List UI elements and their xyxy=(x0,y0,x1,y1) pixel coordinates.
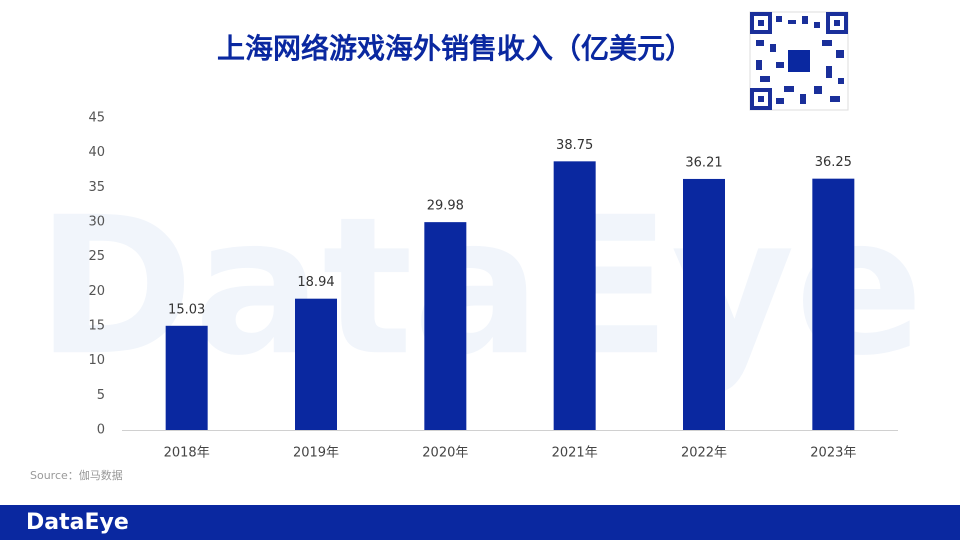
bar xyxy=(553,161,596,431)
value-label: 38.75 xyxy=(556,138,593,153)
x-tick-label: 2018年 xyxy=(164,446,210,461)
x-tick-label: 2019年 xyxy=(293,446,339,461)
y-tick-label: 40 xyxy=(88,145,105,160)
value-label: 15.03 xyxy=(168,302,205,317)
chart-title: 上海网络游戏海外销售收入（亿美元） xyxy=(217,32,693,65)
y-tick-label: 30 xyxy=(88,215,105,230)
footer-logo: DataEye xyxy=(26,510,129,535)
y-tick-label: 25 xyxy=(88,249,105,264)
source-note: Source：伽马数据 xyxy=(30,468,123,482)
y-tick-label: 35 xyxy=(88,180,105,195)
y-tick-label: 5 xyxy=(97,388,105,403)
bar xyxy=(812,178,855,430)
x-tick-label: 2023年 xyxy=(810,446,856,461)
y-tick-label: 10 xyxy=(88,353,105,368)
footer-band xyxy=(0,505,960,540)
value-label: 18.94 xyxy=(297,275,334,290)
bar xyxy=(683,178,725,430)
value-label: 36.25 xyxy=(815,155,852,170)
qr-code xyxy=(749,11,849,111)
bar xyxy=(295,298,337,430)
bar xyxy=(424,222,467,430)
y-tick-label: 0 xyxy=(97,423,105,438)
value-label: 36.21 xyxy=(685,155,722,170)
y-tick-label: 20 xyxy=(88,284,105,299)
x-tick-label: 2022年 xyxy=(681,446,727,461)
x-tick-label: 2020年 xyxy=(422,446,468,461)
value-label: 29.98 xyxy=(427,199,464,214)
y-tick-label: 45 xyxy=(88,111,105,126)
y-tick-label: 15 xyxy=(88,319,105,334)
x-tick-label: 2021年 xyxy=(552,446,598,461)
bar xyxy=(165,325,208,430)
